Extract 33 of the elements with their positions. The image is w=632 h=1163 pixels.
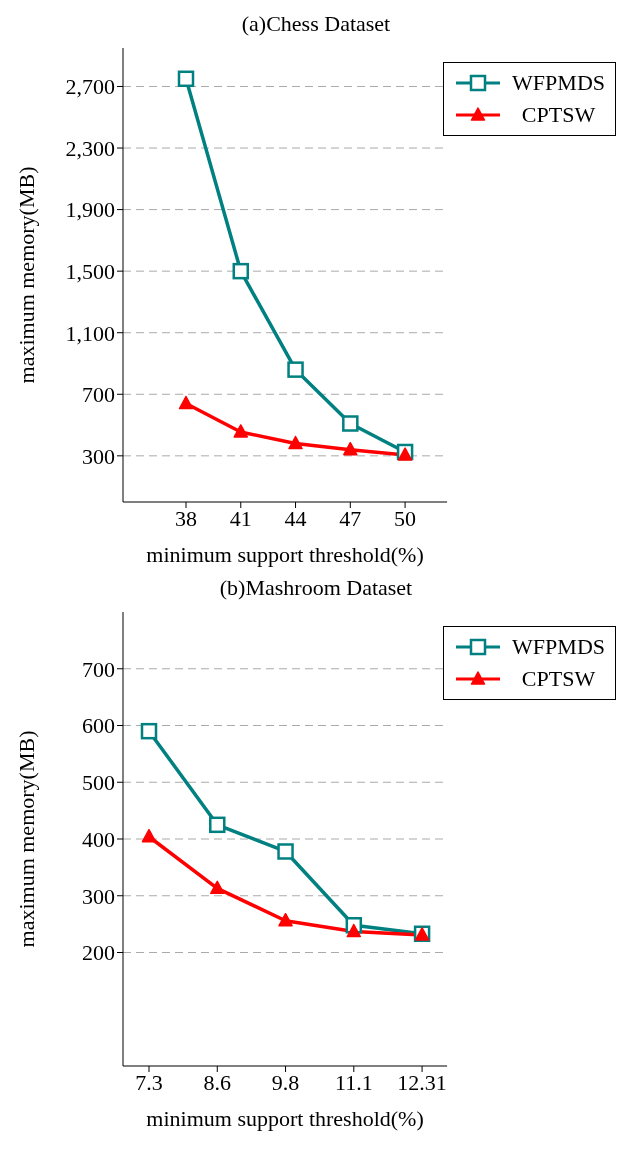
y-tick-label: 1,500 xyxy=(65,258,115,284)
x-tick-label: 7.3 xyxy=(135,1069,163,1095)
legend-label: CPTSW xyxy=(520,665,597,693)
chart-title: (b)Mashroom Dataset xyxy=(218,574,414,602)
x-tick-label: 41 xyxy=(229,505,252,531)
x-tick-label: 11.1 xyxy=(334,1069,373,1095)
y-tick-label: 1,100 xyxy=(65,320,115,346)
x-tick-label: 47 xyxy=(339,505,362,531)
y-tick-label: 300 xyxy=(82,443,115,469)
y-axis-title: maximum memory(MB) xyxy=(13,730,39,948)
legend-label: WFPMDS xyxy=(512,633,605,661)
y-tick-label: 300 xyxy=(82,883,115,909)
y-tick-label: 600 xyxy=(82,713,115,739)
y-tick-label: 200 xyxy=(82,940,115,966)
x-tick-label: 44 xyxy=(284,505,307,531)
y-tick-label: 700 xyxy=(82,656,115,682)
x-tick-label: 9.8 xyxy=(271,1069,300,1095)
y-tick-label: 400 xyxy=(82,826,115,852)
x-axis-title: minimum support threshold(%) xyxy=(146,542,424,567)
legend-label: CPTSW xyxy=(520,101,597,129)
y-tick-label: 700 xyxy=(82,382,115,408)
chart-title: (a)Chess Dataset xyxy=(240,10,392,38)
y-tick-label: 2,700 xyxy=(65,74,115,100)
legend-label: WFPMDS xyxy=(512,69,605,97)
y-tick-label: 500 xyxy=(82,770,115,796)
x-tick-label: 38 xyxy=(175,505,197,531)
y-tick-label: 2,300 xyxy=(65,135,115,161)
x-tick-label: 12.31 xyxy=(397,1069,447,1095)
x-tick-label: 8.6 xyxy=(203,1069,232,1095)
y-tick-label: 1,900 xyxy=(65,197,115,223)
y-axis-title: maximum memory(MB) xyxy=(13,166,39,384)
x-axis-title: minimum support threshold(%) xyxy=(146,1106,424,1131)
x-tick-label: 50 xyxy=(394,505,417,531)
